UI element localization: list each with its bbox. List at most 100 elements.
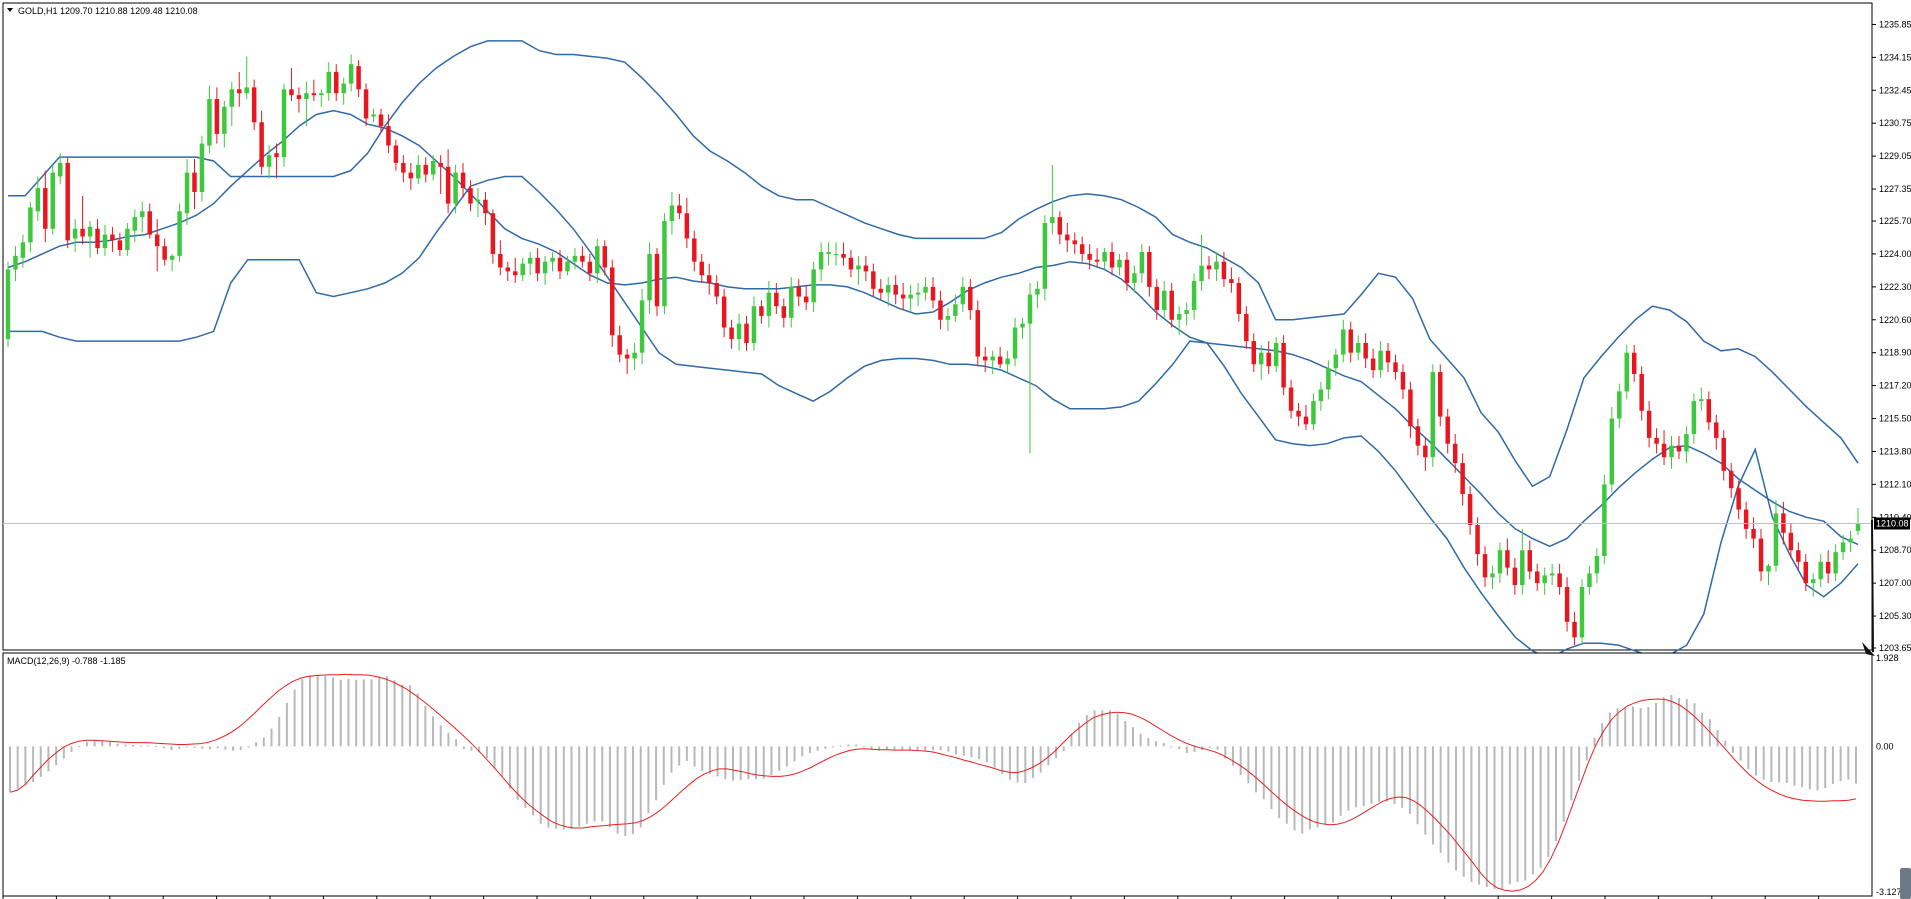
candle-body (774, 292, 779, 307)
macd-histogram-bar (293, 689, 296, 747)
candle-body (1549, 573, 1555, 576)
candle-body (483, 199, 488, 214)
candle-body (341, 83, 346, 94)
candle-body (1393, 362, 1398, 373)
macd-histogram-bar (1270, 746, 1273, 810)
candle-body (319, 93, 324, 96)
current-price-value: 1210.08 (1876, 518, 1909, 528)
candle-body (1490, 573, 1495, 578)
macd-histogram-bar (132, 744, 135, 747)
macd-histogram-bar (1631, 706, 1634, 747)
macd-histogram-bar (662, 746, 665, 785)
macd-histogram-bar (801, 746, 804, 757)
macd-histogram-bar (1493, 746, 1496, 889)
candle-body (684, 213, 690, 239)
candle-body (1542, 575, 1547, 584)
candle-body (1624, 352, 1629, 392)
candle-body (110, 234, 115, 241)
collapse-triangle-icon[interactable] (7, 8, 13, 12)
macd-histogram-bar (601, 746, 604, 822)
candle-body (1206, 265, 1212, 270)
macd-histogram-bar (1078, 722, 1081, 747)
macd-histogram-bar (316, 674, 319, 747)
candle-body (1743, 509, 1749, 529)
macd-axis-max: 1.928 (1876, 653, 1899, 663)
scroll-handle[interactable] (1900, 868, 1911, 899)
candle-body (1214, 261, 1219, 270)
candle-body (177, 211, 182, 256)
candle-body (1796, 550, 1801, 562)
macd-histogram-bar (724, 746, 727, 780)
candle-body (1788, 532, 1794, 551)
candle-body (527, 257, 533, 264)
macd-histogram-bar (1731, 746, 1734, 753)
candle-body (535, 257, 540, 274)
candle-body (1147, 251, 1152, 287)
macd-histogram-bar (1308, 746, 1311, 830)
macd-histogram-bar (924, 746, 927, 751)
macd-histogram-bar (885, 746, 888, 751)
candle-body (632, 352, 637, 359)
candle-body (1005, 358, 1010, 365)
macd-histogram-bar (70, 746, 73, 753)
macd-histogram-bar (478, 746, 481, 753)
macd-histogram-bar (916, 746, 919, 751)
macd-histogram-bar (324, 676, 327, 747)
candle-body (1840, 542, 1846, 553)
macd-histogram-bar (447, 732, 450, 747)
macd-histogram-bar (1439, 746, 1442, 853)
candle-body (117, 240, 123, 251)
macd-panel-frame (2, 652, 1873, 897)
candle-body (80, 228, 85, 237)
candle-body (1818, 561, 1823, 580)
candle-body (1512, 567, 1518, 586)
candle-body (1654, 437, 1659, 444)
macd-histogram-bar (855, 744, 858, 747)
macd-histogram-bar (778, 746, 781, 771)
macd-histogram-bar (1193, 746, 1196, 753)
candle-body (199, 143, 205, 192)
candle-body (1631, 352, 1637, 374)
price-axis-label: 1227.35 (1879, 184, 1911, 194)
macd-histogram-bar (555, 746, 558, 829)
candle-body (1348, 329, 1353, 353)
macd-axis-min: -3.127 (1876, 887, 1902, 897)
macd-histogram-bar (808, 746, 811, 753)
candle-body (1296, 410, 1301, 417)
macd-histogram-bar (470, 746, 473, 751)
current-price-badge (1874, 517, 1910, 530)
candle-body (1162, 290, 1167, 311)
candle-body (945, 315, 951, 320)
macd-histogram-bar (1578, 746, 1581, 781)
candle-body (1385, 350, 1391, 363)
candle-body (378, 114, 384, 127)
macd-histogram-bar (170, 746, 173, 751)
candle-body (154, 234, 160, 247)
macd-histogram-bar (532, 746, 535, 816)
candle-body (706, 275, 712, 283)
candle-body (811, 269, 816, 303)
macd-histogram-bar (1355, 746, 1358, 808)
macd-histogram-bar (24, 746, 27, 786)
macd-histogram-bar (762, 746, 765, 779)
chart-shift-arrow-icon (1862, 642, 1875, 656)
macd-histogram-bar (1455, 746, 1458, 871)
candle-body (930, 286, 936, 301)
macd-histogram-bar (247, 746, 250, 748)
price-panel[interactable]: GOLD,H1 1209.70 1210.88 1209.48 1210.08 (2, 2, 1873, 660)
candle-body (445, 166, 451, 204)
bollinger-middle-band (7, 109, 1859, 548)
symbol-title: GOLD,H1 1209.70 1210.88 1209.48 1210.08 (18, 6, 198, 16)
macd-histogram-bar (1647, 707, 1650, 747)
candle-body (371, 114, 376, 117)
macd-histogram-bar (255, 742, 258, 747)
macd-histogram-bar (1331, 746, 1334, 823)
macd-histogram-bar (178, 746, 181, 749)
macd-histogram-bar (332, 677, 335, 747)
macd-panel[interactable]: MACD(12,26,9) -0.788 -1.185 (2, 652, 1873, 897)
candle-body (803, 296, 809, 303)
candle-body (1661, 443, 1667, 458)
macd-histogram-bar (1285, 746, 1288, 824)
candle-body (57, 162, 63, 177)
macd-histogram-bar (493, 746, 496, 769)
